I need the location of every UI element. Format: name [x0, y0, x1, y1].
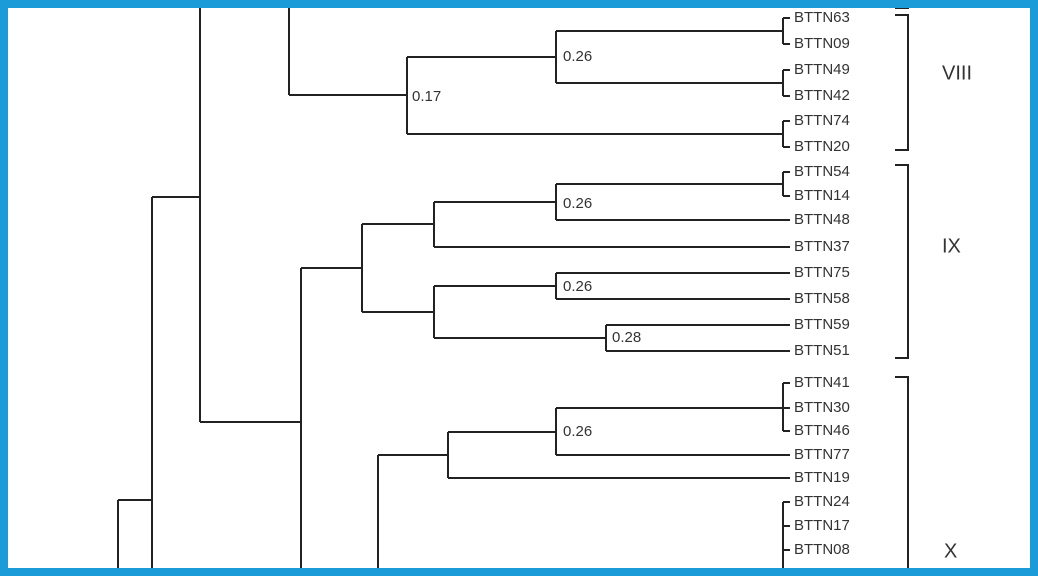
tree-branches [117, 8, 790, 568]
cluster-label: VIII [942, 62, 972, 84]
node-label: 0.26 [563, 48, 592, 65]
node-label: 0.26 [563, 195, 592, 212]
leaf-label: BTTN54 [794, 163, 850, 180]
leaf-label: BTTN19 [794, 469, 850, 486]
leaf-label: BTTN30 [794, 399, 850, 416]
leaf-label: BTTN41 [794, 374, 850, 391]
leaf-label: BTTN59 [794, 316, 850, 333]
node-label: 0.26 [563, 278, 592, 295]
leaf-label: BTTN58 [794, 290, 850, 307]
leaf-label: BTTN14 [794, 187, 850, 204]
leaf-label: BTTN48 [794, 211, 850, 228]
leaf-label: BTTN49 [794, 61, 850, 78]
leaf-label: BTTN17 [794, 517, 850, 534]
node-label: 0.28 [612, 329, 641, 346]
leaf-label: BTTN01 [794, 565, 850, 576]
leaf-label: BTTN42 [794, 87, 850, 104]
cluster-label: IX [942, 235, 961, 257]
leaf-label: BTTN77 [794, 446, 850, 463]
leaf-label: BTTN74 [794, 112, 850, 129]
leaf-label: BTTN09 [794, 35, 850, 52]
node-label: 0.26 [563, 423, 592, 440]
leaf-label: BTTN37 [794, 238, 850, 255]
leaf-label: BTTN51 [794, 342, 850, 359]
leaf-label: BTTN08 [794, 541, 850, 558]
leaf-label: BTTN63 [794, 9, 850, 26]
leaf-label: BTTN46 [794, 422, 850, 439]
leaf-label: BTTN24 [794, 493, 850, 510]
cluster-label: X [944, 540, 957, 562]
leaf-label: BTTN20 [794, 138, 850, 155]
node-label: 0.17 [412, 88, 441, 105]
leaf-label: BTTN75 [794, 264, 850, 281]
cluster-brackets [895, 8, 909, 568]
